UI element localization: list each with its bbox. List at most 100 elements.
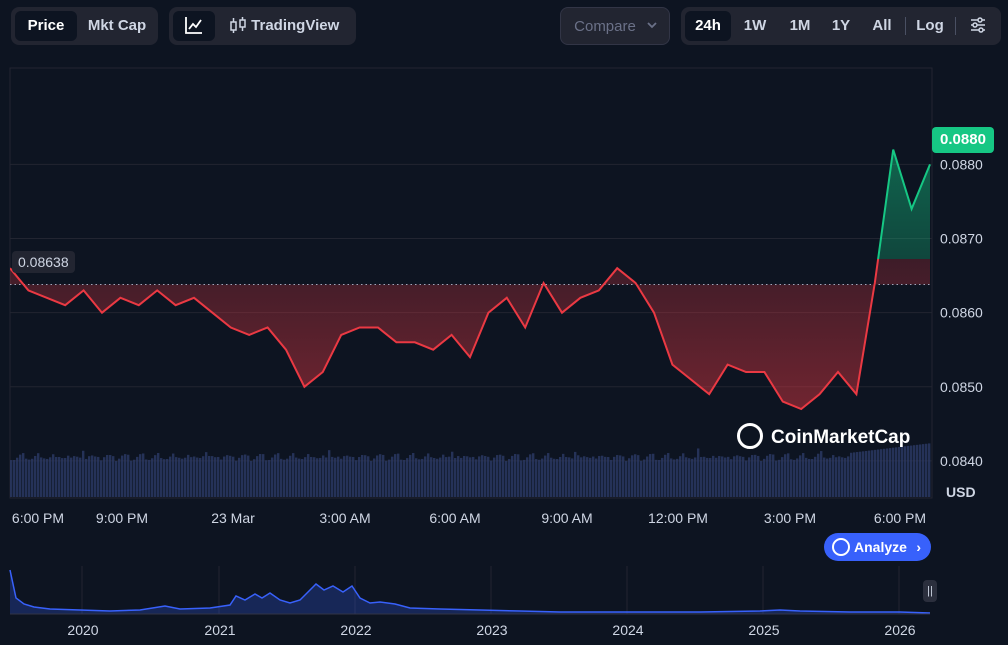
- volume-bar: [148, 459, 151, 497]
- volume-bar: [361, 455, 364, 497]
- volume-bar: [256, 456, 259, 497]
- volume-bar: [799, 455, 802, 497]
- volume-bar: [232, 456, 235, 497]
- volume-bar: [883, 448, 886, 497]
- volume-bar: [529, 454, 532, 497]
- volume-bar: [337, 456, 340, 497]
- volume-bar: [805, 457, 808, 497]
- candlestick-icon: [230, 16, 246, 33]
- volume-bar: [787, 453, 790, 497]
- volume-bar: [730, 459, 733, 497]
- coinmarketcap-watermark: CoinMarketCap: [737, 422, 910, 453]
- volume-bar: [274, 454, 277, 497]
- volume-bar: [331, 456, 334, 497]
- volume-bar: [436, 458, 439, 497]
- volume-bar: [763, 458, 766, 497]
- volume-bar: [271, 457, 274, 497]
- volume-bar: [568, 457, 571, 497]
- volume-bar: [895, 447, 898, 497]
- log-toggle[interactable]: Log: [916, 17, 944, 34]
- volume-bar: [457, 456, 460, 497]
- volume-bar: [442, 454, 445, 497]
- volume-bar: [652, 453, 655, 497]
- volume-bar: [616, 455, 619, 497]
- chart-type-group: TradingView: [169, 7, 356, 45]
- volume-bar: [265, 460, 268, 497]
- volume-bar: [676, 458, 679, 497]
- volume-bar: [715, 457, 718, 497]
- volume-bar: [922, 444, 925, 497]
- volume-bar: [334, 457, 337, 497]
- coinmarketcap-logo-icon: [737, 422, 763, 449]
- volume-bar: [577, 455, 580, 497]
- volume-bar: [40, 457, 43, 497]
- price-tab[interactable]: Price: [15, 11, 77, 41]
- volume-bar: [460, 457, 463, 497]
- volume-bar: [847, 456, 850, 497]
- volume-bar: [172, 453, 175, 497]
- volume-bar: [640, 460, 643, 497]
- volume-bar: [757, 455, 760, 497]
- volume-bar: [268, 459, 271, 497]
- volume-bar: [283, 459, 286, 497]
- volume-bar: [637, 455, 640, 497]
- range-navigator[interactable]: 2020 2021 2022 2023 2024 2025 2026: [0, 560, 1008, 645]
- volume-bar: [517, 454, 520, 497]
- volume-bar: [484, 456, 487, 497]
- volume-bar: [643, 459, 646, 497]
- navigator-area: [10, 570, 930, 614]
- line-chart-button[interactable]: [173, 11, 215, 41]
- navigator-year-label: 2026: [884, 622, 915, 638]
- volume-bar: [133, 459, 136, 497]
- x-tick-label: 6:00 PM: [12, 510, 64, 526]
- range-1m[interactable]: 1M: [789, 17, 811, 34]
- volume-bar: [190, 457, 193, 497]
- volume-bar: [598, 456, 601, 497]
- volume-bar: [238, 457, 241, 497]
- volume-bar: [724, 457, 727, 497]
- range-1y[interactable]: 1Y: [831, 17, 851, 34]
- volume-bar: [223, 456, 226, 497]
- volume-bar: [739, 456, 742, 497]
- volume-bar: [832, 455, 835, 497]
- volume-bar: [535, 459, 538, 497]
- volume-bar: [877, 449, 880, 497]
- tradingview-button[interactable]: TradingView: [221, 11, 351, 41]
- volume-bar: [550, 457, 553, 497]
- compare-dropdown[interactable]: Compare: [560, 7, 670, 45]
- volume-bar: [79, 457, 82, 497]
- settings-button[interactable]: [961, 11, 995, 41]
- navigator-line: [9, 569, 931, 614]
- price-chart[interactable]: 0.0880 0.0870 0.0860 0.0850 0.0840 USD 6:00 …: [0, 60, 1008, 530]
- analyze-button[interactable]: Analyze ›: [824, 533, 931, 561]
- volume-bar: [886, 448, 889, 497]
- volume-bar: [493, 457, 496, 497]
- range-1w[interactable]: 1W: [743, 17, 767, 34]
- navigator-handle[interactable]: ||: [923, 580, 937, 602]
- volume-bar: [595, 458, 598, 497]
- volume-bar: [520, 460, 523, 497]
- volume-bar: [760, 460, 763, 497]
- volume-bar: [688, 458, 691, 497]
- volume-bar: [355, 460, 358, 497]
- volume-bar: [502, 455, 505, 497]
- volume-bar: [751, 455, 754, 497]
- volume-bar: [727, 456, 730, 497]
- volume-bar: [286, 458, 289, 497]
- volume-bar: [16, 457, 19, 497]
- volume-bar: [367, 456, 370, 497]
- volume-bar: [664, 454, 667, 497]
- market-cap-tab[interactable]: Mkt Cap: [87, 17, 147, 34]
- divider: [955, 17, 956, 35]
- navigator-year-label: 2024: [612, 622, 643, 638]
- volume-bar: [181, 458, 184, 497]
- volume-bar: [10, 460, 13, 497]
- volume-bar: [814, 456, 817, 497]
- volume-bar: [397, 453, 400, 497]
- range-24h[interactable]: 24h: [685, 11, 731, 41]
- volume-bar: [712, 455, 715, 497]
- range-all[interactable]: All: [872, 17, 892, 34]
- volume-bar: [388, 459, 391, 497]
- volume-bar: [586, 457, 589, 497]
- volume-bar: [775, 460, 778, 497]
